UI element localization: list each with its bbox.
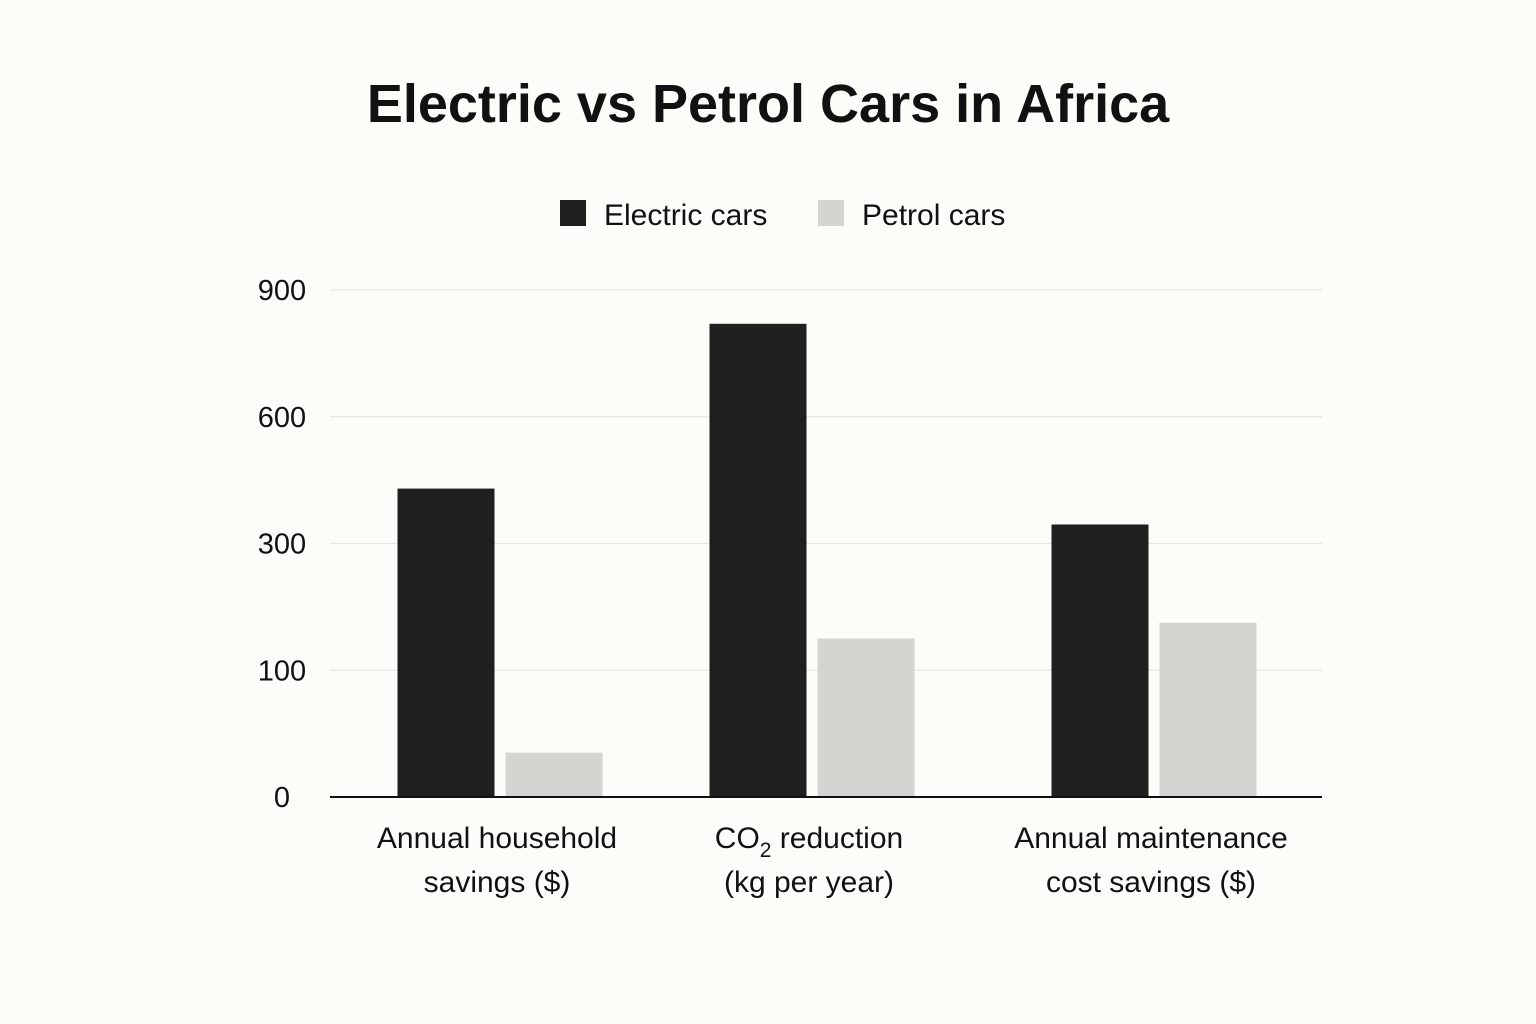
x-category-label: Annual household savings ($) <box>377 822 617 899</box>
y-tick-label: 0 <box>274 782 290 814</box>
legend-label-electric-cars: Electric cars <box>604 199 767 232</box>
bar-electric-cars-1 <box>397 488 495 797</box>
legend-swatch-electric-cars <box>560 200 586 226</box>
x-axis-labels: Annual household savings ($) CO2 reduction… <box>377 822 1288 899</box>
bar-electric-cars-3 <box>1051 524 1149 797</box>
legend-label-petrol-cars: Petrol cars <box>862 199 1005 232</box>
bar-petrol-cars-1 <box>505 752 603 797</box>
y-tick-label: 300 <box>258 529 306 561</box>
bar-electric-cars-2 <box>709 323 807 797</box>
x-category-label: CO2 reduction (kg per year) <box>715 822 903 899</box>
bars <box>397 323 1257 797</box>
bar-petrol-cars-2 <box>817 638 915 797</box>
y-tick-label: 100 <box>258 655 306 687</box>
legend: Electric cars Petrol cars <box>560 199 1005 232</box>
y-tick-label: 600 <box>258 402 306 434</box>
x-category-label: Annual maintenance cost savings ($) <box>1014 822 1288 899</box>
chart-title: Electric vs Petrol Cars in Africa <box>367 74 1170 134</box>
bar-petrol-cars-3 <box>1159 622 1257 797</box>
legend-swatch-petrol-cars <box>818 200 844 226</box>
y-tick-label: 900 <box>258 275 306 307</box>
y-axis-ticks: 0 100 300 600 900 <box>258 275 306 814</box>
